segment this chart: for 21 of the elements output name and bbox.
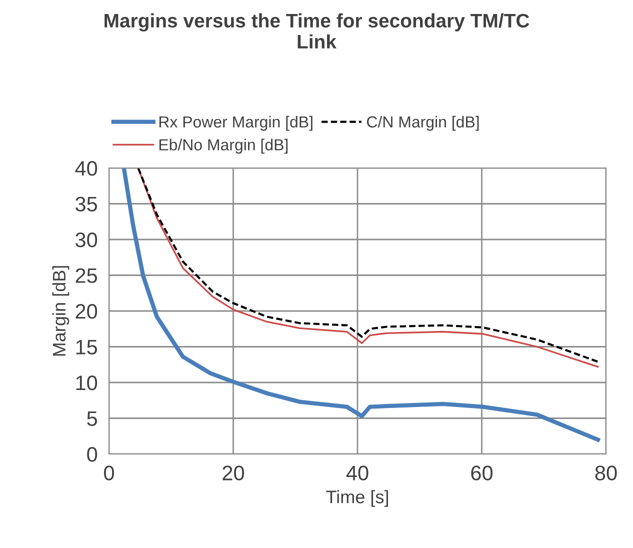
legend-label: C/N Margin [dB] — [367, 116, 479, 131]
y-tick-label: 5 — [87, 411, 98, 426]
y-tick-label: 35 — [76, 196, 98, 212]
y-tick-label: 20 — [76, 304, 98, 319]
x-tick-label: 80 — [595, 466, 617, 480]
x-tick-label: 60 — [471, 466, 493, 480]
x-tick-label: 40 — [346, 466, 368, 480]
line-series — [122, 168, 600, 442]
y-tick-label: 15 — [76, 340, 98, 355]
x-tick-label: 20 — [222, 466, 244, 480]
y-tick-label: 40 — [75, 161, 98, 176]
y-axis-title: Margin [dB] — [52, 266, 70, 356]
y-tick-label: 25 — [76, 268, 98, 284]
x-axis-title: Time [s] — [326, 490, 388, 507]
legend-label: Rx Power Margin [dB] — [159, 116, 312, 131]
y-tick-label: 10 — [76, 376, 98, 390]
chart-title: Margins versus the Time for secondary TM/TC Link — [104, 13, 530, 48]
y-tick-label: 30 — [76, 232, 98, 248]
legend-label: Eb/No Margin [dB] — [159, 138, 288, 154]
x-tick-label: 0 — [104, 466, 114, 480]
y-tick-label: 0 — [87, 447, 98, 462]
